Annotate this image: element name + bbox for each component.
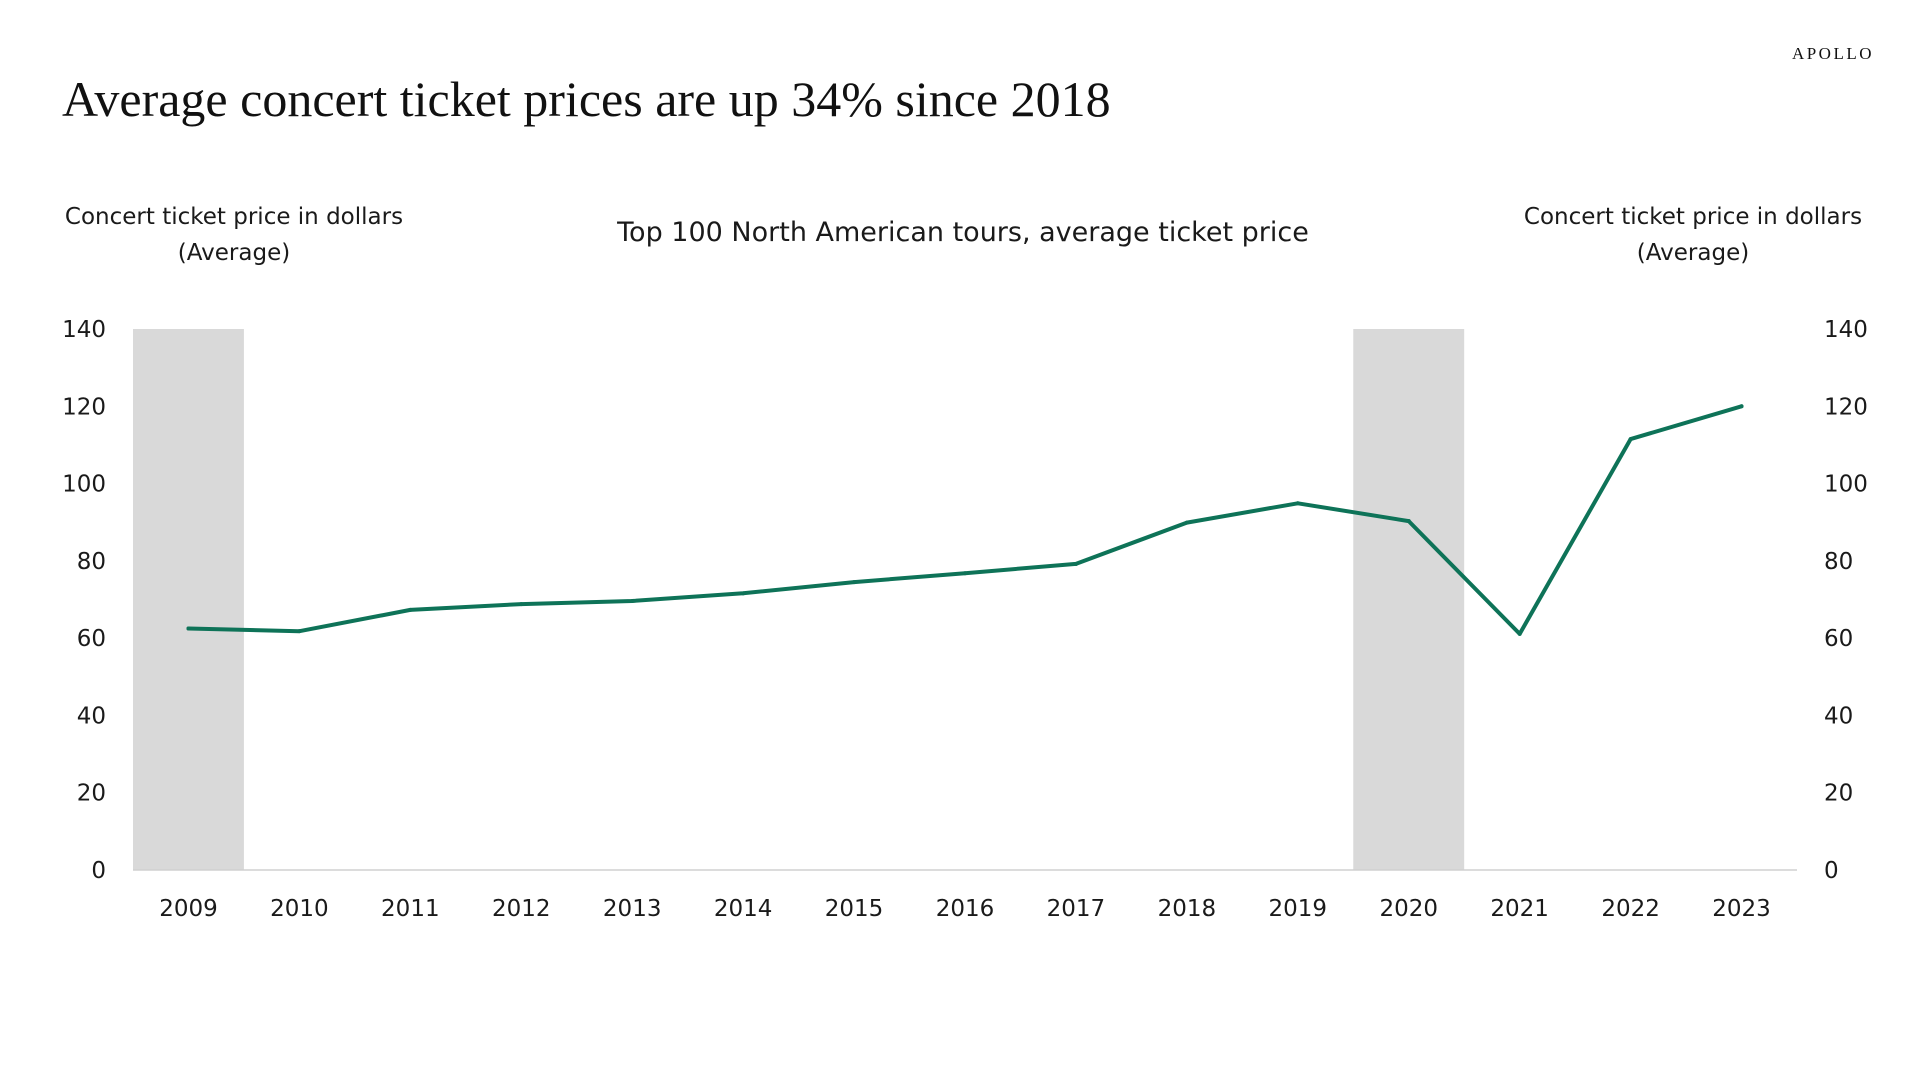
data-point-2015 xyxy=(852,580,857,585)
shade-2009 xyxy=(133,329,244,870)
x-tick-2020: 2020 xyxy=(1379,896,1438,922)
y-axis-left-label-line1: Concert ticket price in dollars xyxy=(65,204,403,230)
y-axis-left-ticks: 0 20 40 60 80 100 120 140 xyxy=(62,317,106,884)
data-point-2017 xyxy=(1073,561,1078,566)
data-point-2013 xyxy=(630,599,635,604)
x-tick-2015: 2015 xyxy=(825,896,884,922)
y-tick-right-0: 0 xyxy=(1824,858,1839,884)
y-tick-left-40: 40 xyxy=(77,703,106,729)
data-point-2021 xyxy=(1517,631,1522,636)
y-tick-left-100: 100 xyxy=(62,472,106,498)
series-layer xyxy=(186,404,1744,636)
y-tick-left-140: 140 xyxy=(62,317,106,343)
data-point-2009 xyxy=(186,626,191,631)
data-point-2014 xyxy=(741,591,746,596)
y-tick-right-140: 140 xyxy=(1824,317,1868,343)
x-tick-2009: 2009 xyxy=(159,896,218,922)
data-point-2018 xyxy=(1184,520,1189,525)
x-tick-2017: 2017 xyxy=(1047,896,1106,922)
y-tick-left-20: 20 xyxy=(77,781,106,807)
y-tick-right-20: 20 xyxy=(1824,781,1853,807)
y-tick-right-40: 40 xyxy=(1824,703,1853,729)
data-point-2020 xyxy=(1406,519,1411,524)
y-axis-right-ticks: 0 20 40 60 80 100 120 140 xyxy=(1824,317,1868,884)
data-point-2012 xyxy=(519,602,524,607)
recession-shading xyxy=(133,329,1465,870)
y-tick-right-80: 80 xyxy=(1824,549,1853,575)
data-point-2016 xyxy=(963,571,967,576)
y-tick-left-80: 80 xyxy=(77,549,106,575)
y-tick-right-120: 120 xyxy=(1824,394,1868,420)
x-tick-2018: 2018 xyxy=(1158,896,1217,922)
y-axis-right-label-line1: Concert ticket price in dollars xyxy=(1524,204,1862,230)
y-axis-right-label-line2: (Average) xyxy=(1637,240,1749,266)
shade-2020 xyxy=(1353,329,1465,870)
x-axis-ticks: 2009 2010 2011 2012 2013 2014 2015 2016 2017 2018… xyxy=(159,896,1771,922)
chart-title: Top 100 North American tours, average ti… xyxy=(616,217,1309,248)
y-tick-left-0: 0 xyxy=(91,858,106,884)
x-tick-2011: 2011 xyxy=(381,896,440,922)
x-tick-2010: 2010 xyxy=(270,896,329,922)
series-line-0 xyxy=(186,404,1744,636)
x-tick-2012: 2012 xyxy=(492,896,551,922)
x-tick-2022: 2022 xyxy=(1601,896,1660,922)
data-point-2011 xyxy=(408,607,413,612)
x-tick-2014: 2014 xyxy=(714,896,773,922)
data-point-2019 xyxy=(1295,501,1300,506)
y-tick-right-60: 60 xyxy=(1824,626,1853,652)
y-tick-right-100: 100 xyxy=(1824,472,1868,498)
data-point-2023 xyxy=(1739,404,1744,409)
x-tick-2019: 2019 xyxy=(1269,896,1328,922)
brand-logo: APOLLO xyxy=(1791,44,1874,63)
y-axis-left-label-line2: (Average) xyxy=(178,240,290,266)
headline: Average concert ticket prices are up 34%… xyxy=(62,71,1111,127)
x-tick-2016: 2016 xyxy=(936,896,995,922)
x-tick-2013: 2013 xyxy=(603,896,662,922)
x-tick-2023: 2023 xyxy=(1712,896,1771,922)
x-tick-2021: 2021 xyxy=(1490,896,1549,922)
data-point-2022 xyxy=(1628,437,1633,442)
data-point-2010 xyxy=(297,629,302,634)
y-tick-left-120: 120 xyxy=(62,394,106,420)
y-tick-left-60: 60 xyxy=(77,626,106,652)
